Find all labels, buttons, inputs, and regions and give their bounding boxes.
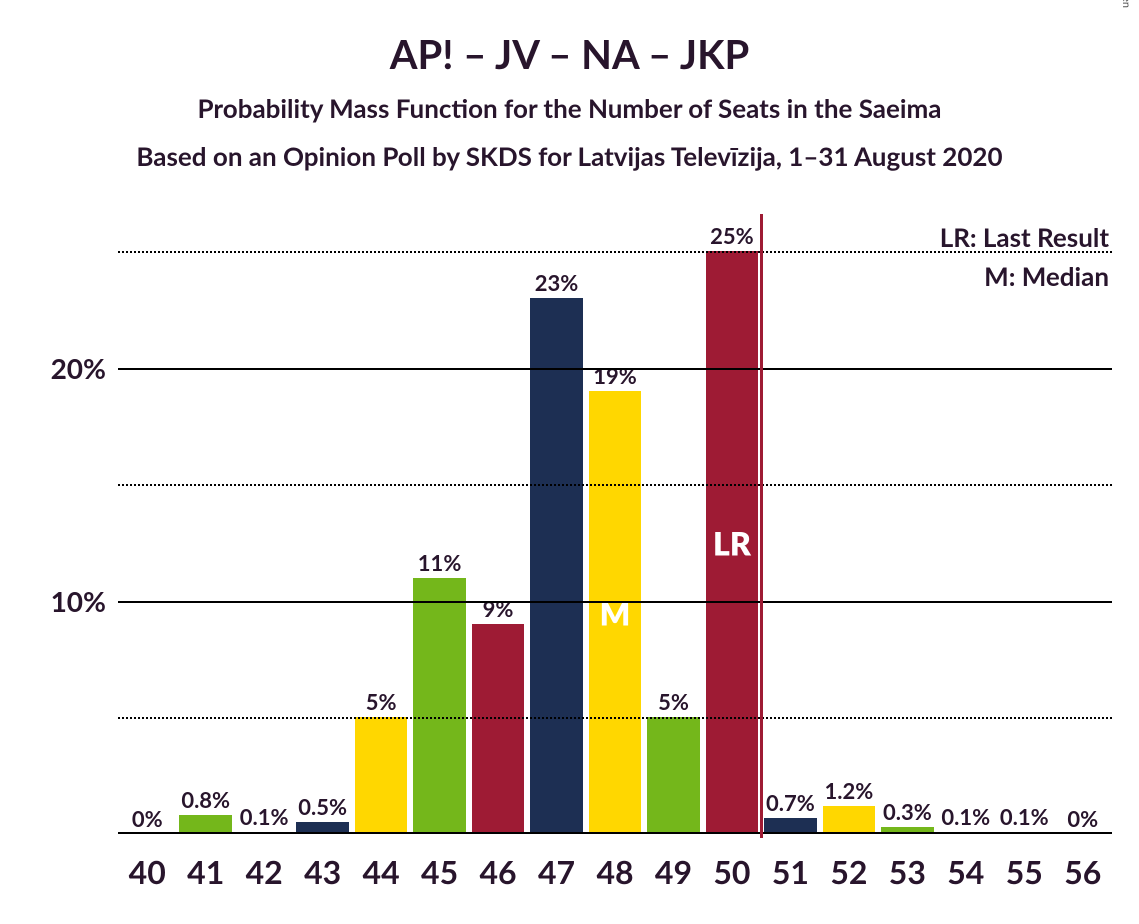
x-tick-label: 44 xyxy=(363,852,400,891)
x-axis: 40 41 42 43 44 45 46 47 48 49 50 51 52 53 54 55 56 xyxy=(118,838,1112,898)
x-tick-label: 56 xyxy=(1064,852,1101,891)
bar-value-label: 0.5% xyxy=(298,793,347,822)
x-tick-label: 47 xyxy=(538,852,575,891)
chart-subtitle-1: Probability Mass Function for the Number… xyxy=(0,92,1139,124)
bar-value-label: 0.1% xyxy=(941,803,990,832)
bar-value-label: 1.2% xyxy=(824,777,873,806)
bar-47: 23% xyxy=(530,298,582,834)
y-tick-label: 10% xyxy=(16,584,106,618)
x-tick-label: 49 xyxy=(655,852,692,891)
bars-container: 0%0.8%0.1%0.5%5%11%9%23%19%M5%25%LR0.7%1… xyxy=(118,214,1112,834)
bar-value-label: 23% xyxy=(535,269,579,298)
x-tick-label: 53 xyxy=(889,852,926,891)
x-tick-label: 42 xyxy=(246,852,283,891)
bar-44: 5% xyxy=(355,717,407,834)
x-tick-label: 54 xyxy=(947,852,984,891)
x-tick-label: 40 xyxy=(129,852,166,891)
last-result-marker: LR xyxy=(713,523,751,562)
bar-value-label: 0.3% xyxy=(883,798,932,827)
x-tick-label: 50 xyxy=(713,852,750,891)
gridline-major xyxy=(118,601,1112,603)
x-tick-label: 51 xyxy=(772,852,809,891)
bar-50: 25%LR xyxy=(706,251,758,834)
bar-value-label: 5% xyxy=(366,688,397,717)
lr-reference-line xyxy=(760,214,763,838)
x-axis-line xyxy=(118,832,1112,834)
gridline-minor xyxy=(118,251,1112,253)
gridline-major xyxy=(118,368,1112,370)
x-tick-label: 48 xyxy=(596,852,633,891)
bar-value-label: 0.8% xyxy=(181,786,230,815)
bar-49: 5% xyxy=(647,717,699,834)
x-tick-label: 45 xyxy=(421,852,458,891)
chart-subtitle-2: Based on an Opinion Poll by SKDS for Lat… xyxy=(0,140,1139,172)
x-tick-label: 55 xyxy=(1006,852,1043,891)
bar-value-label: 11% xyxy=(418,549,462,578)
bar-45: 11% xyxy=(413,578,465,834)
plot-area: 0%0.8%0.1%0.5%5%11%9%23%19%M5%25%LR0.7%1… xyxy=(118,214,1112,834)
bar-value-label: 19% xyxy=(593,362,637,391)
bar-value-label: 0% xyxy=(1067,805,1098,834)
bar-value-label: 9% xyxy=(483,595,514,624)
median-marker: M xyxy=(600,593,631,632)
bar-value-label: 0% xyxy=(132,805,163,834)
chart-title: AP! – JV – NA – JKP xyxy=(0,30,1139,78)
x-tick-label: 41 xyxy=(187,852,224,891)
x-tick-label: 52 xyxy=(830,852,867,891)
bar-value-label: 5% xyxy=(658,688,689,717)
bar-48: 19%M xyxy=(589,391,641,834)
bar-value-label: 25% xyxy=(710,222,754,251)
bar-52: 1.2% xyxy=(823,806,875,834)
bar-value-label: 0.1% xyxy=(1000,803,1049,832)
y-tick-label: 20% xyxy=(16,351,106,385)
x-tick-label: 46 xyxy=(479,852,516,891)
x-tick-label: 43 xyxy=(304,852,341,891)
bar-value-label: 0.1% xyxy=(240,803,289,832)
bar-value-label: 0.7% xyxy=(766,789,815,818)
gridline-minor xyxy=(118,717,1112,719)
bar-46: 9% xyxy=(472,624,524,834)
copyright-text: © 2020 Filip van Laenen xyxy=(1120,0,1133,8)
gridline-minor xyxy=(118,484,1112,486)
